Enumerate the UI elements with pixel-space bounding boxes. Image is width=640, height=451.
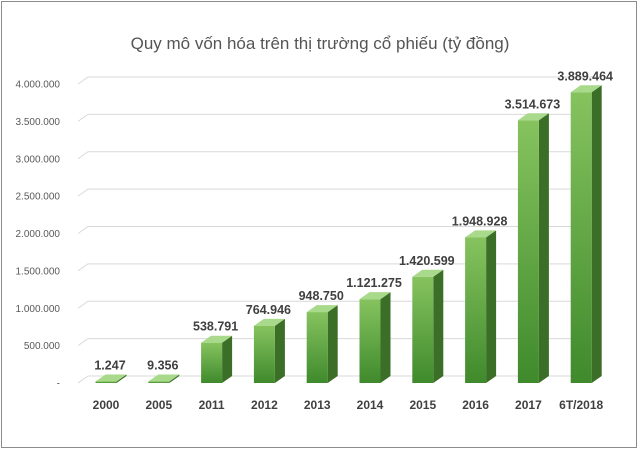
- data-label: 538.791: [193, 320, 238, 334]
- y-tick-label: 1.500.000: [16, 266, 61, 277]
- bar-top: [148, 374, 180, 382]
- bar-front: [201, 342, 223, 383]
- bar-side: [274, 318, 285, 383]
- data-label: 1.247: [94, 359, 125, 373]
- bar-top: [306, 305, 338, 313]
- bar-top: [201, 335, 233, 343]
- bar-2000: [95, 374, 127, 383]
- grid-layer: [77, 76, 600, 384]
- bar-side: [486, 230, 497, 383]
- x-tick-label: 6T/2018: [559, 398, 603, 412]
- bar-side: [169, 374, 180, 383]
- x-tick-label: 2014: [357, 398, 384, 412]
- x-tick-label: 2005: [145, 398, 172, 412]
- bar-top: [253, 318, 285, 326]
- data-label: 1.121.275: [346, 276, 402, 290]
- bar-side: [116, 374, 127, 383]
- bar-side: [538, 113, 549, 383]
- bar-front: [517, 120, 539, 383]
- y-tick-label: 500.000: [24, 341, 61, 352]
- y-axis-ticks: - 500.000 1.000.000 1.500.000 2.000.000 2.500…: [16, 80, 61, 390]
- y-tick-label: 3.500.000: [16, 117, 61, 128]
- bar-front: [570, 92, 592, 383]
- bar-side: [591, 85, 602, 383]
- gridline: [77, 263, 600, 272]
- chart-title: Quy mô vốn hóa trên thị trường cổ phiếu …: [130, 34, 510, 53]
- data-label: 1.420.599: [399, 254, 455, 268]
- bar-2014: [359, 292, 391, 383]
- y-tick-label: 2.000.000: [16, 229, 61, 240]
- bar-front: [306, 312, 328, 383]
- bar-2005: [148, 374, 180, 383]
- gridline: [77, 113, 600, 122]
- x-tick-label: 2013: [304, 398, 331, 412]
- bar-2011: [201, 335, 233, 383]
- gridline: [77, 76, 600, 85]
- data-label: 948.750: [299, 289, 344, 303]
- bar-side: [327, 305, 338, 383]
- bar-2012: [253, 318, 285, 383]
- bar-front: [95, 381, 117, 383]
- data-label: 1.948.928: [452, 214, 508, 228]
- y-tick-label: 2.500.000: [16, 192, 61, 203]
- bar-top: [95, 374, 127, 382]
- bar-front: [253, 325, 275, 383]
- x-tick-label: 2017: [515, 398, 542, 412]
- data-label: 3.889.464: [557, 69, 613, 83]
- bar-front: [148, 381, 170, 383]
- data-label: 3.514.673: [505, 97, 561, 111]
- y-tick-label: -: [57, 379, 60, 390]
- gridline: [77, 151, 600, 160]
- bar-top: [465, 230, 497, 238]
- bar-top: [570, 85, 602, 93]
- bar-side: [380, 292, 391, 383]
- data-label: 764.946: [246, 303, 291, 317]
- bar-top: [412, 269, 444, 277]
- y-tick-label: 1.000.000: [16, 304, 61, 315]
- y-tick-label: 3.000.000: [16, 154, 61, 165]
- x-tick-label: 2000: [93, 398, 120, 412]
- bar-6T/2018: [570, 85, 602, 383]
- bar-2013: [306, 305, 338, 383]
- x-tick-label: 2015: [409, 398, 436, 412]
- bar-side: [222, 335, 233, 383]
- bar-2015: [412, 269, 444, 383]
- x-tick-label: 2012: [251, 398, 278, 412]
- bar-front: [412, 276, 434, 383]
- bar-top: [517, 113, 549, 121]
- bar-top: [359, 292, 391, 300]
- gridline: [77, 226, 600, 234]
- y-tick-label: 4.000.000: [16, 80, 61, 91]
- bar-front: [359, 299, 381, 383]
- data-labels-layer: 1.247 9.356 538.791 764.946 948.7501.121.275…: [94, 69, 613, 372]
- x-axis-ticks: 2000 2005 2011 2012 2013 2014 2015 2016 2017 6T/2…: [93, 398, 604, 412]
- bar-2016: [465, 230, 497, 383]
- bar-2017: [517, 113, 549, 383]
- bar-side: [433, 269, 444, 383]
- data-label: 9.356: [147, 359, 178, 373]
- x-tick-label: 2011: [199, 398, 225, 412]
- bar-front: [465, 237, 487, 383]
- bars-layer: [95, 85, 602, 383]
- x-tick-label: 2016: [462, 398, 489, 412]
- gridline: [77, 188, 600, 197]
